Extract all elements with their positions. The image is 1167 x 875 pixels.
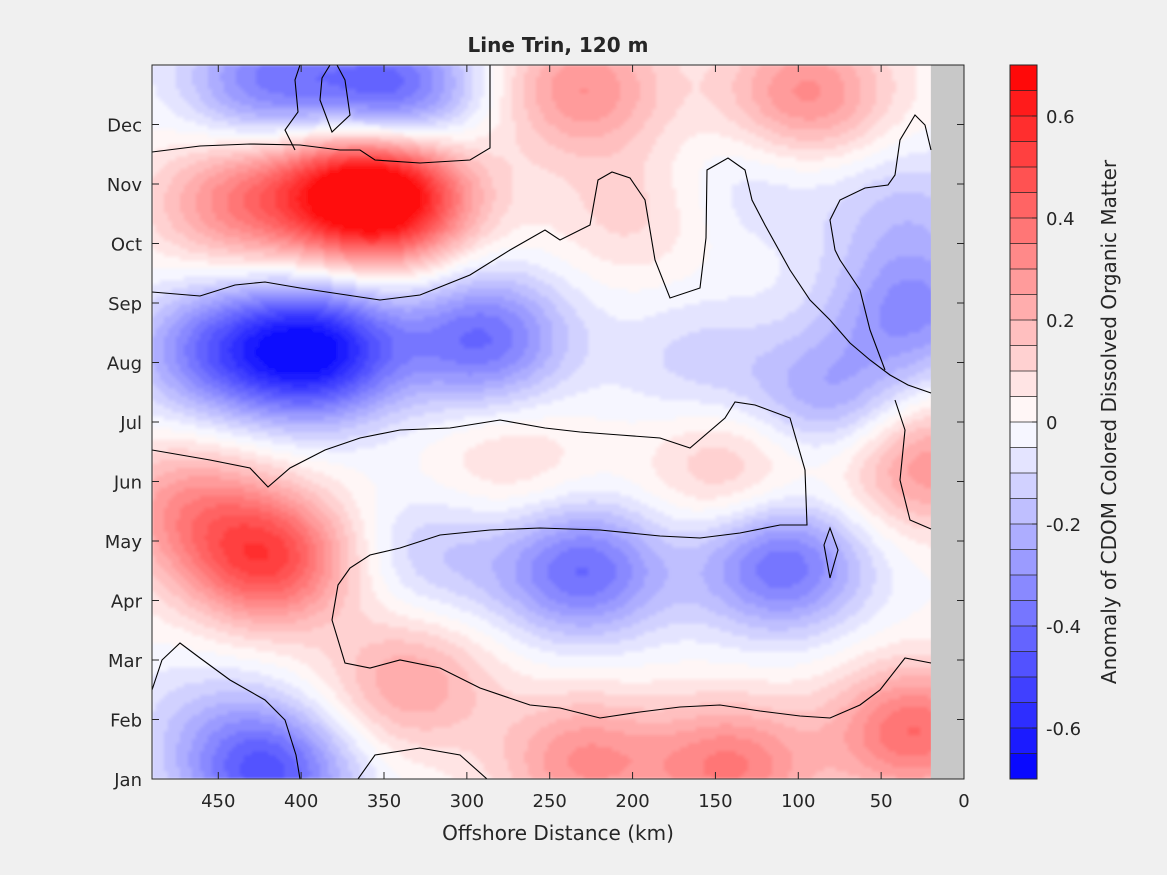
x-tick-label: 250	[533, 791, 567, 812]
x-tick-label: 200	[615, 791, 649, 812]
colorbar-cell	[1010, 269, 1037, 295]
y-tick-label: Dec	[107, 116, 142, 137]
x-tick-label: 100	[781, 791, 815, 812]
colorbar-cell	[1010, 396, 1037, 423]
colorbar-cell	[1010, 677, 1037, 703]
colorbar-tick-label: -0.4	[1046, 617, 1081, 638]
colorbar-cell	[1010, 600, 1037, 627]
colorbar-cell	[1010, 575, 1037, 601]
colorbar-tick-label: -0.2	[1046, 515, 1081, 536]
colorbar-cell	[1010, 192, 1037, 219]
y-tick-label: Aug	[107, 354, 142, 375]
x-tick-label: 300	[450, 791, 484, 812]
colorbar-cell	[1010, 345, 1037, 372]
plot-area	[152, 65, 964, 779]
zero-contour	[284, 65, 301, 151]
colorbar-cell	[1010, 320, 1037, 346]
colorbar-tick-label: -0.6	[1046, 719, 1081, 740]
y-tick-label: May	[105, 532, 143, 553]
colorbar-ticks: 0.6 0.4 0.2 0 -0.2 -0.4 -0.6	[1032, 107, 1081, 740]
colorbar-cell	[1010, 371, 1037, 397]
colorbar-cell	[1010, 243, 1037, 270]
zero-contour	[829, 114, 932, 371]
colorbar-tick-label: 0.2	[1046, 311, 1075, 332]
x-tick-label: 350	[367, 791, 401, 812]
x-tick-label: 450	[201, 791, 235, 812]
y-tick-label: Mar	[108, 651, 143, 672]
colorbar-label: Anomaly of CDOM Colored Dissolved Organi…	[1097, 159, 1121, 684]
y-tick-label: Feb	[110, 711, 142, 732]
colorbar-cell	[1010, 498, 1037, 525]
x-tick-label: 400	[284, 791, 318, 812]
colorbar-cells	[1010, 65, 1037, 780]
colorbar-cell	[1010, 728, 1037, 754]
zero-contour-lines	[152, 65, 932, 779]
zero-contour	[152, 401, 932, 719]
zero-contour	[823, 526, 839, 579]
colorbar-cell	[1010, 116, 1037, 142]
x-tick-label: 0	[958, 791, 969, 812]
y-tick-label: Sep	[108, 294, 142, 315]
colorbar-cell	[1010, 447, 1037, 474]
heatmap-field	[152, 65, 964, 779]
colorbar-cell	[1010, 651, 1037, 678]
colorbar-cell	[1010, 167, 1037, 193]
colorbar-cell	[1010, 524, 1037, 550]
zero-contour	[319, 65, 351, 133]
colorbar-cell	[1010, 422, 1037, 448]
colorbar-cell	[1010, 65, 1037, 91]
colorbar-cell	[1010, 626, 1037, 652]
y-tick-label: Jun	[113, 473, 142, 494]
colorbar-cell	[1010, 753, 1037, 780]
colorbar-cell	[1010, 218, 1037, 244]
zero-contour	[152, 642, 301, 779]
zero-contour	[357, 747, 488, 779]
colorbar-tick-label: 0.4	[1046, 209, 1075, 230]
colorbar-cell	[1010, 549, 1037, 576]
zero-contour	[152, 157, 932, 394]
colorbar-cell	[1010, 702, 1037, 729]
colorbar-cell	[1010, 141, 1037, 168]
y-tick-label: Jul	[119, 413, 142, 434]
colorbar-cell	[1010, 90, 1037, 117]
zero-contour	[894, 399, 932, 530]
axis-ticks: 450 400 350 300 250 200 150 100 50 0 Jan Feb Mar Apr M…	[105, 65, 970, 812]
zero-contour	[152, 65, 491, 164]
chart-title: Line Trin, 120 m	[468, 33, 649, 57]
colorbar-tick-label: 0.6	[1046, 107, 1075, 128]
colorbar-cell	[1010, 473, 1037, 499]
y-tick-label: Nov	[107, 175, 142, 196]
x-tick-label: 50	[870, 791, 893, 812]
x-tick-label: 150	[698, 791, 732, 812]
y-tick-label: Oct	[111, 235, 142, 256]
y-tick-label: Apr	[111, 592, 143, 613]
colorbar-tick-label: 0	[1046, 413, 1057, 434]
colorbar: 0.6 0.4 0.2 0 -0.2 -0.4 -0.6 Anomaly of CDOM C…	[1009, 64, 1121, 780]
colorbar-cell	[1010, 294, 1037, 321]
x-axis-label: Offshore Distance (km)	[442, 821, 674, 845]
y-tick-label: Jan	[113, 770, 142, 791]
